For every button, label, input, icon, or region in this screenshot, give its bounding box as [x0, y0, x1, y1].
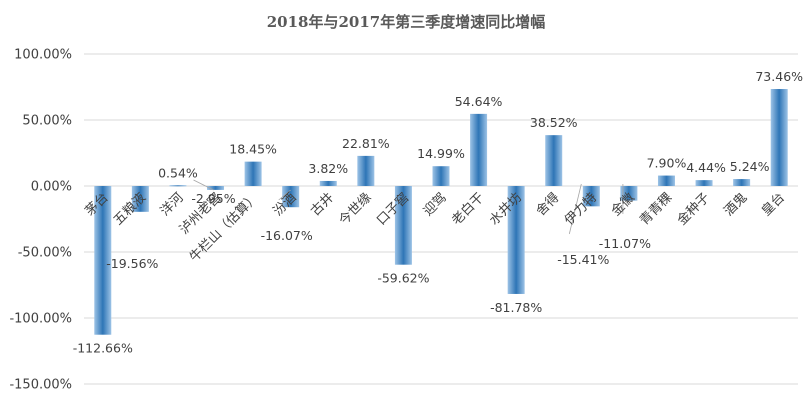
category-label: 迎驾: [421, 190, 450, 219]
data-label: 0.54%: [158, 165, 198, 180]
bar: [582, 186, 600, 207]
bar: [131, 186, 149, 212]
data-label: -59.62%: [377, 271, 429, 286]
bar: [319, 180, 337, 186]
bar: [620, 186, 638, 201]
category-label: 皇台: [759, 190, 788, 219]
bar: [545, 135, 563, 186]
category-label: 今世缘: [336, 190, 375, 229]
bar: [657, 175, 675, 186]
bar: [507, 186, 525, 294]
category-label: 老白干: [449, 190, 488, 229]
y-tick-label: 100.00%: [14, 48, 72, 63]
category-label: 舍得: [533, 190, 563, 220]
bar: [207, 186, 225, 190]
data-label: 3.82%: [308, 161, 348, 176]
data-label: -16.07%: [261, 228, 313, 243]
y-tick-label: -100.00%: [9, 312, 72, 327]
chart-title: 2018年与2017年第三季度增速同比增幅: [267, 13, 546, 31]
y-axis-tick-labels: 100.00% 50.00% 0.00% -50.00% -100.00% -150.00…: [9, 48, 72, 393]
bar: [244, 161, 262, 186]
bar: [394, 186, 412, 265]
y-tick-label: 50.00%: [22, 114, 72, 129]
bar: [733, 179, 751, 186]
bar: [770, 89, 788, 186]
data-label: 7.90%: [647, 156, 687, 171]
bar: [282, 186, 300, 208]
leader-line: [193, 179, 214, 191]
data-label: 54.64%: [455, 94, 503, 109]
data-label: 4.44%: [686, 160, 726, 175]
data-labels: -112.66% -19.56% 0.54% -2.95% 18.45% -16.07% 3…: [73, 69, 803, 356]
category-label: 青青稞: [637, 190, 675, 228]
bar: [470, 113, 488, 186]
data-label: -81.78%: [490, 300, 542, 315]
data-label: -112.66%: [73, 341, 133, 356]
leader-line: [278, 189, 291, 201]
category-label: 金种子: [674, 190, 713, 229]
data-label: -15.41%: [557, 252, 609, 267]
category-label: 伊力特: [562, 190, 600, 228]
data-label: -19.56%: [106, 256, 158, 271]
category-label: 洋河: [158, 190, 187, 219]
bar: [432, 166, 450, 186]
data-label: 22.81%: [342, 136, 390, 151]
y-tick-label: -50.00%: [18, 246, 72, 261]
data-label: -2.95%: [191, 191, 235, 206]
bar: [357, 155, 375, 186]
category-label: 古井: [308, 190, 337, 219]
y-tick-label: -150.00%: [9, 378, 72, 393]
data-label: 73.46%: [755, 69, 803, 84]
category-label: 酒鬼: [721, 190, 751, 220]
data-label: 38.52%: [530, 115, 578, 130]
data-label: 18.45%: [229, 142, 277, 157]
data-label: -11.07%: [599, 236, 651, 251]
data-label: 5.24%: [730, 159, 770, 174]
bar: [169, 185, 187, 187]
bar: [695, 180, 713, 186]
y-tick-label: 0.00%: [31, 180, 72, 195]
leader-line: [568, 183, 582, 235]
data-label: 14.99%: [417, 146, 465, 161]
bars: [94, 89, 788, 335]
leader-lines: [193, 179, 624, 235]
bar: [94, 186, 112, 335]
